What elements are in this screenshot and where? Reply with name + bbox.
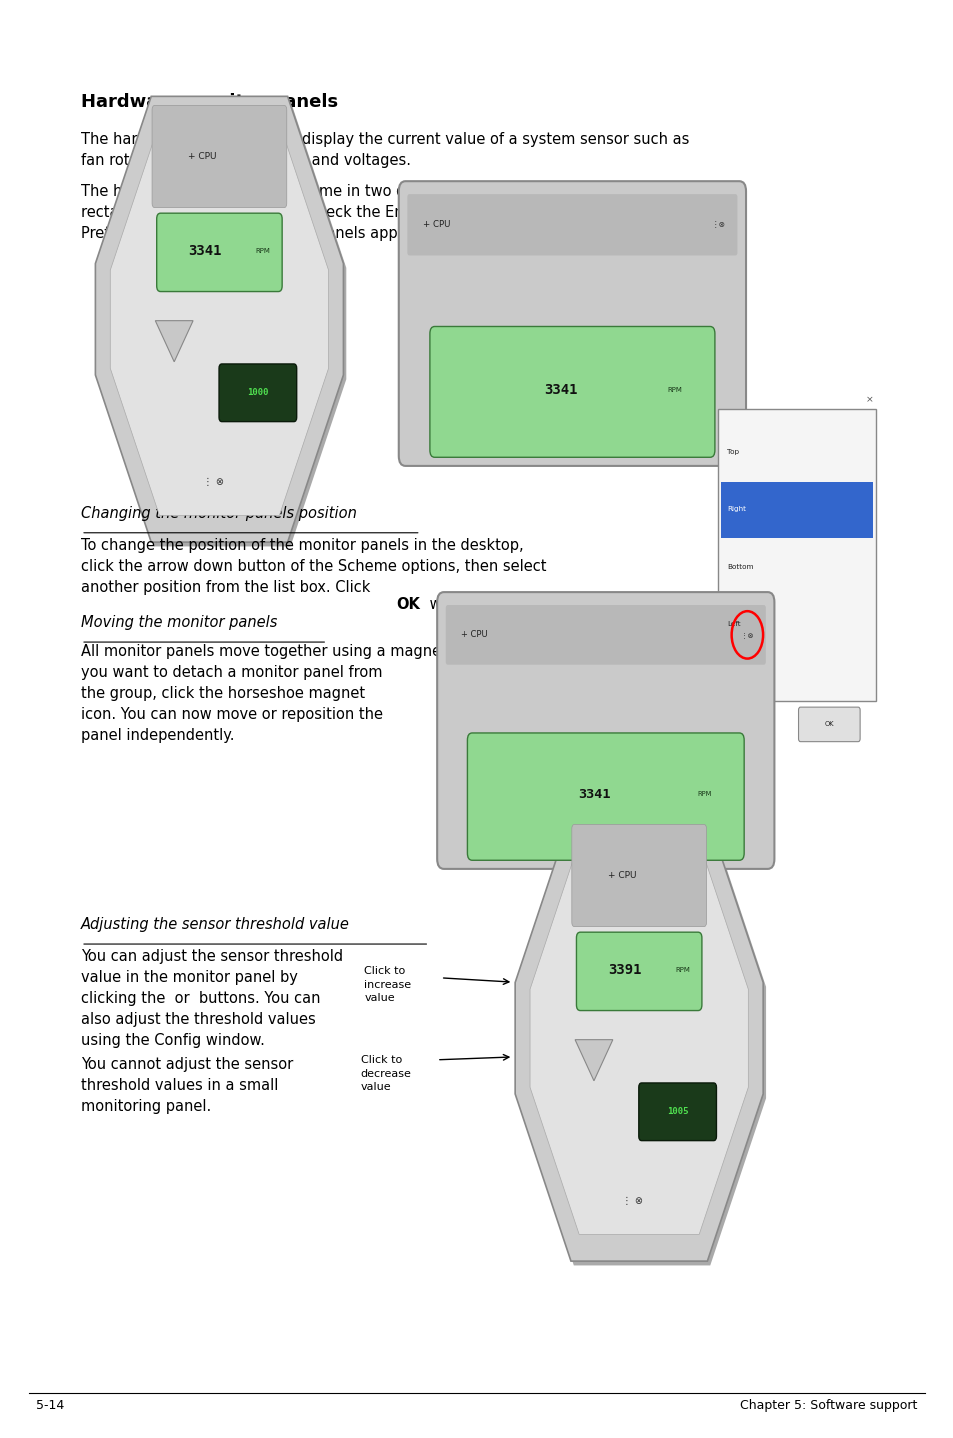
Text: All monitor panels move together using a magnetic effect. If
you want to detach : All monitor panels move together using a… (81, 644, 524, 743)
Text: RPM: RPM (675, 966, 689, 974)
FancyBboxPatch shape (445, 605, 765, 664)
Text: ⋮⊗: ⋮⊗ (711, 220, 725, 229)
Text: The hardware monitor panels display the current value of a system sensor such as: The hardware monitor panels display the … (81, 132, 689, 168)
Text: You can adjust the sensor threshold
value in the monitor panel by
clicking the  : You can adjust the sensor threshold valu… (81, 949, 343, 1048)
FancyBboxPatch shape (407, 194, 737, 256)
Text: OK: OK (395, 598, 419, 613)
Text: Moving the monitor panels: Moving the monitor panels (81, 615, 277, 630)
FancyBboxPatch shape (152, 105, 287, 207)
Text: Small display: Small display (498, 431, 598, 444)
Text: Click to
decrease
value: Click to decrease value (360, 1055, 411, 1091)
FancyBboxPatch shape (219, 364, 296, 421)
Text: 1005: 1005 (666, 1107, 688, 1116)
Text: 3391: 3391 (608, 963, 641, 976)
Text: To change the position of the monitor panels in the desktop,
click the arrow dow: To change the position of the monitor pa… (81, 538, 546, 595)
Text: RPM: RPM (697, 791, 711, 797)
Text: Bottom: Bottom (726, 564, 753, 569)
Polygon shape (517, 820, 765, 1265)
Text: 5-14: 5-14 (36, 1399, 65, 1412)
Polygon shape (515, 815, 762, 1261)
FancyBboxPatch shape (156, 213, 282, 292)
FancyBboxPatch shape (398, 181, 745, 466)
FancyBboxPatch shape (576, 932, 701, 1011)
Polygon shape (111, 124, 328, 515)
Text: Adjusting the sensor threshold value: Adjusting the sensor threshold value (81, 917, 350, 932)
Text: Left: Left (726, 621, 740, 627)
Text: Large display: Large display (154, 431, 255, 444)
Text: + CPU: + CPU (608, 871, 636, 880)
FancyBboxPatch shape (467, 733, 743, 860)
Text: 1000: 1000 (247, 388, 269, 397)
Text: RPM: RPM (666, 387, 681, 393)
Text: + CPU: + CPU (460, 630, 487, 640)
Text: when finished.: when finished. (424, 598, 536, 613)
Text: ⋮ ⊗: ⋮ ⊗ (621, 1196, 643, 1206)
Polygon shape (155, 321, 193, 362)
Text: Right: Right (726, 506, 745, 512)
FancyBboxPatch shape (720, 483, 872, 538)
FancyBboxPatch shape (571, 824, 706, 926)
Text: Hardware monitor panels: Hardware monitor panels (81, 93, 338, 112)
FancyBboxPatch shape (430, 326, 714, 457)
Text: ×: × (865, 395, 873, 404)
FancyBboxPatch shape (717, 408, 875, 702)
Polygon shape (575, 1040, 612, 1081)
Text: You cannot adjust the sensor
threshold values in a small
monitoring panel.: You cannot adjust the sensor threshold v… (81, 1057, 293, 1114)
Text: + CPU: + CPU (189, 152, 216, 161)
Text: 3341: 3341 (189, 244, 222, 257)
Polygon shape (530, 843, 747, 1234)
Text: 3341: 3341 (543, 383, 578, 397)
Text: OK: OK (823, 722, 833, 728)
Text: 3341: 3341 (578, 788, 610, 801)
Polygon shape (98, 101, 346, 546)
FancyBboxPatch shape (798, 707, 860, 742)
FancyBboxPatch shape (436, 592, 774, 869)
Text: ⋮ ⊗: ⋮ ⊗ (202, 477, 224, 487)
Text: ⋮⊗: ⋮⊗ (740, 631, 754, 638)
Text: Click to
increase
value: Click to increase value (364, 966, 411, 1002)
Text: Changing the monitor panels position: Changing the monitor panels position (81, 506, 356, 521)
Text: Top: Top (726, 449, 739, 454)
Text: Chapter 5: Software support: Chapter 5: Software support (740, 1399, 917, 1412)
Text: + CPU: + CPU (422, 220, 450, 229)
Text: RPM: RPM (255, 247, 270, 255)
Polygon shape (95, 96, 343, 542)
FancyBboxPatch shape (639, 1083, 716, 1140)
Text: The hardware monitor panels come in two display modes: hexagonal (large) and
rec: The hardware monitor panels come in two … (81, 184, 679, 242)
